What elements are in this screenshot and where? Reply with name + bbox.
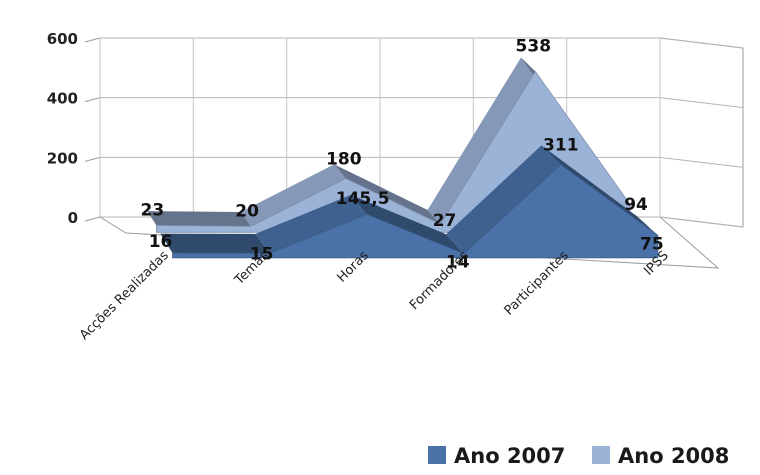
legend-swatch-ano-2008: [592, 446, 610, 464]
data-label-ano-2008-ipss: 94: [624, 195, 648, 215]
x-tick-label-participantes: Participantes: [502, 248, 572, 318]
data-label-ano-2008-accoes-realizadas: 23: [141, 200, 165, 220]
ano-2007-top-segment: [541, 145, 658, 236]
ano-2008-top-segment: [427, 57, 536, 225]
data-label-ano-2007-horas: 145,5: [336, 189, 390, 209]
data-label-ano-2007-accoes-realizadas: 16: [149, 232, 173, 252]
gridline-side-y-600: [659, 37, 744, 49]
y-tick-label: 400: [47, 90, 78, 108]
legend: Ano 2007 Ano 2008: [428, 444, 729, 468]
gridline-side-y-200: [659, 156, 744, 168]
data-label-ano-2008-temas: 20: [235, 201, 259, 221]
side-wall: [659, 37, 744, 228]
y-tick-label: 600: [47, 30, 78, 48]
legend-label-ano-2007: Ano 2007: [454, 444, 565, 468]
data-label-ano-2008-horas: 180: [326, 150, 362, 170]
data-label-ano-2008-formadores: 27: [433, 211, 457, 231]
data-label-ano-2007-formadores: 14: [446, 253, 470, 273]
data-labels: 16 15 145,5 14 311 75 23 20 180 27 538 94: [141, 37, 664, 273]
tick-y-200: [84, 156, 101, 162]
ano-2008-top-segment: [147, 211, 252, 227]
series-ano-2007: [160, 145, 659, 259]
x-axis-ticks: Acções Realizadas Temas Horas Formadores Par…: [77, 248, 672, 343]
gridline-side-y-400: [659, 97, 744, 109]
x-tick-label-accoes-realizadas: Acções Realizadas: [77, 248, 172, 343]
y-tick-label: 200: [47, 149, 78, 167]
ano-2007-top-segment: [446, 145, 561, 254]
legend-label-ano-2008: Ano 2008: [618, 444, 729, 468]
data-label-ano-2007-participantes: 311: [543, 136, 579, 156]
ano-2007-top-segment: [350, 194, 464, 254]
data-label-ano-2008-participantes: 538: [516, 37, 552, 57]
ano-2007-front-face: [172, 164, 659, 259]
y-axis-ticks: 0 200 400 600: [47, 30, 78, 227]
ano-2007-top-segment: [160, 233, 270, 254]
tick-y-400: [84, 97, 101, 103]
tick-y-600: [84, 37, 101, 43]
legend-swatch-ano-2007: [428, 446, 446, 464]
data-label-ano-2007-temas: 15: [250, 244, 274, 264]
data-label-ano-2007-ipss: 75: [640, 234, 664, 254]
tick-y-0: [84, 216, 101, 222]
ano-2008-top-segment: [240, 164, 346, 227]
y-tick-label: 0: [68, 209, 78, 227]
gridline-side-y-0: [659, 216, 744, 228]
ano-2008-top-segment: [334, 164, 441, 225]
ano-2007-top-segment: [255, 194, 367, 254]
